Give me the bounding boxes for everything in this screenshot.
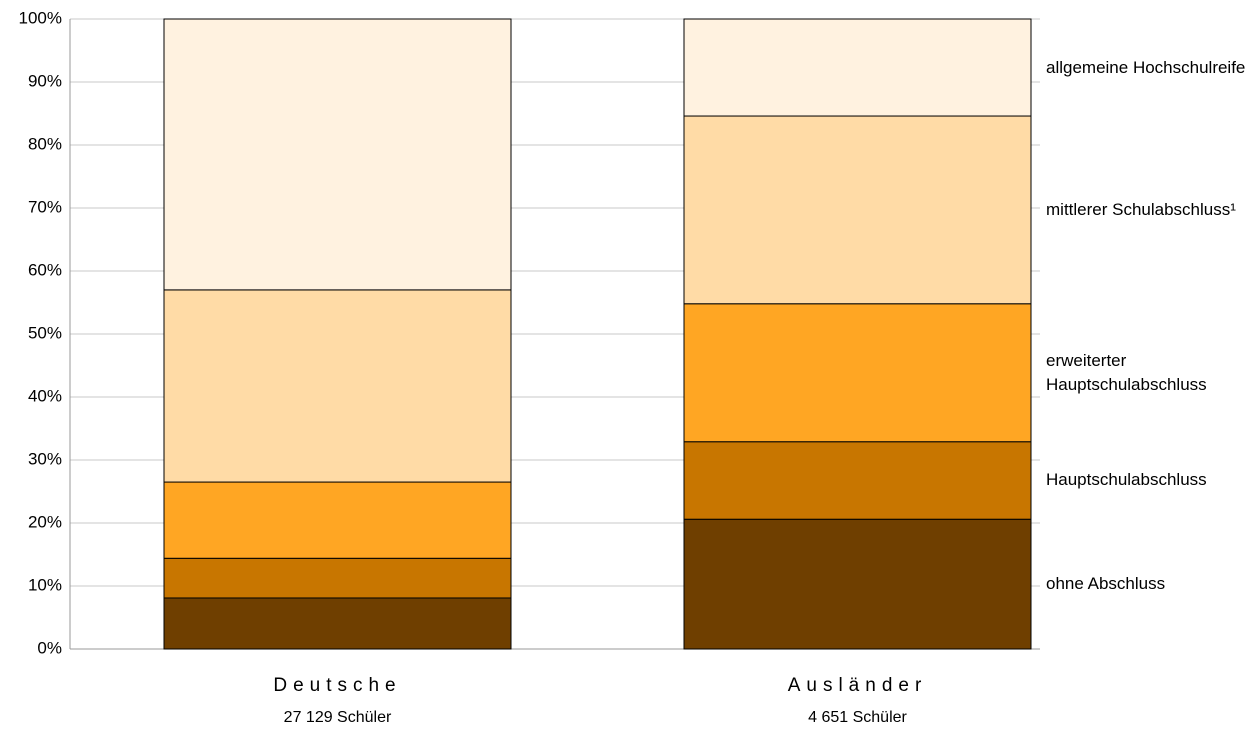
legend-label: mittlerer Schulabschluss¹ [1046, 199, 1236, 219]
legend-label: erweiterter Hauptschulabschluss [1046, 350, 1207, 394]
y-tick-label: 20% [28, 512, 62, 531]
bar-segment [683, 303, 1032, 443]
bar-segment [163, 557, 512, 599]
bar-segment [683, 115, 1032, 305]
y-tick-label: 70% [28, 197, 62, 216]
bar-segment [683, 441, 1032, 520]
y-tick-label: 10% [28, 575, 62, 594]
x-tick-label: Ausländer [788, 675, 928, 696]
bar-segment [683, 18, 1032, 117]
y-tick-label: 40% [28, 386, 62, 405]
bar-segment [163, 18, 512, 291]
legend-label: ohne Abschluss [1046, 574, 1166, 594]
y-tick-label: 90% [28, 71, 62, 90]
bar-segment [683, 518, 1032, 650]
y-tick-label: 30% [28, 449, 62, 468]
y-tick-label: 50% [28, 323, 62, 342]
bar-segment [163, 597, 512, 650]
category-note: 27 129 Schüler [284, 709, 392, 726]
y-tick-label: 80% [28, 134, 62, 153]
y-tick-label: 60% [28, 260, 62, 279]
y-tick-label: 100% [19, 8, 62, 27]
legend-label: allgemeine Hochschulreife [1046, 57, 1246, 77]
y-tick-label: 0% [37, 638, 62, 657]
bar-segment [163, 289, 512, 483]
legend-label: Hauptschulabschluss [1046, 470, 1207, 490]
category-note: 4 651 Schüler [808, 709, 907, 726]
bar-segment [163, 481, 512, 559]
x-tick-label: Deutsche [273, 675, 401, 696]
